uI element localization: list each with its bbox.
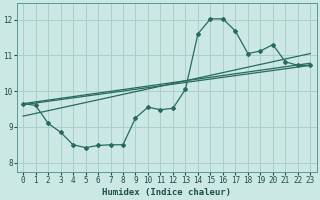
X-axis label: Humidex (Indice chaleur): Humidex (Indice chaleur) — [102, 188, 231, 197]
